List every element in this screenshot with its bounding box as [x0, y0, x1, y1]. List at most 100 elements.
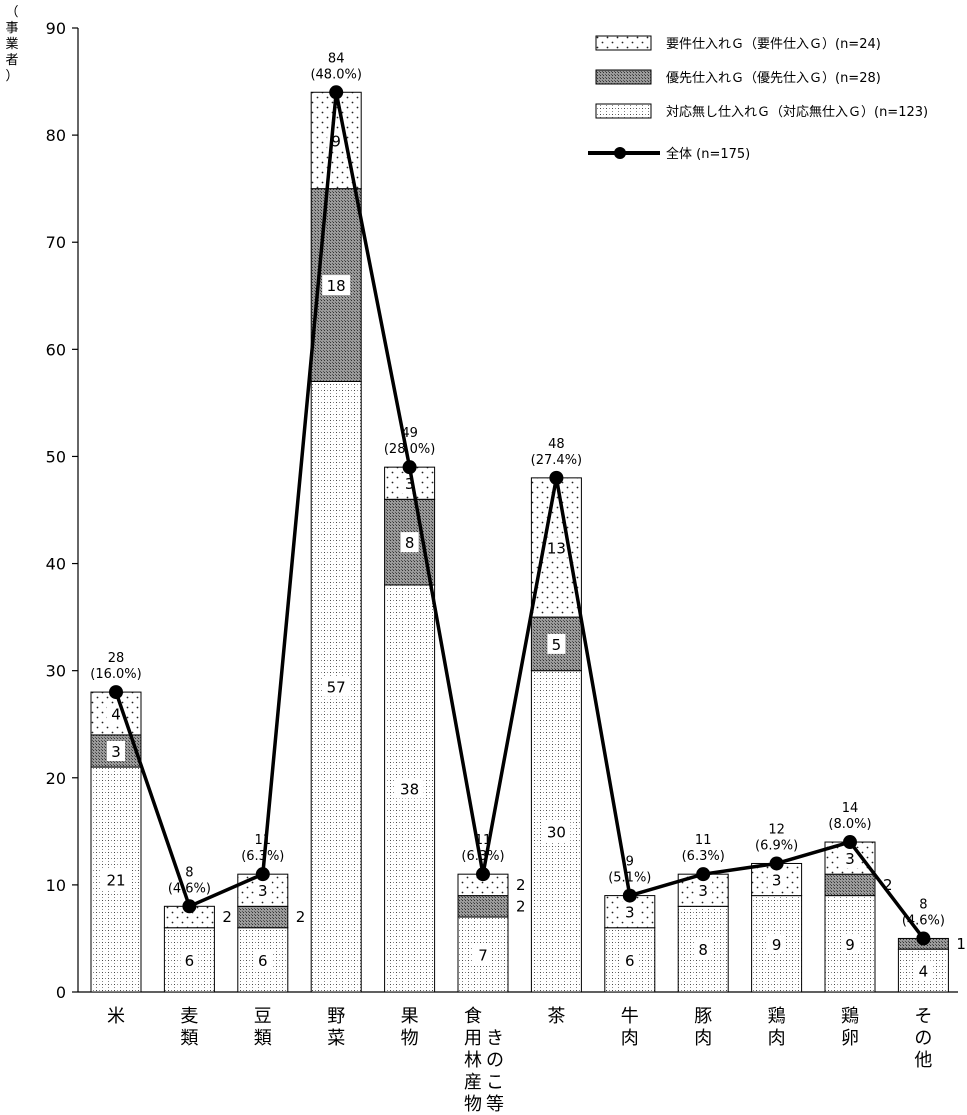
legend-label-grid: 対応無し仕入れＧ（対応無仕入Ｇ）(n=123)	[666, 105, 928, 120]
y-tick-label: 20	[46, 769, 66, 788]
x-tick-label-gyuniku: 肉	[621, 1028, 639, 1049]
y-axis-title: （事業者）	[5, 5, 18, 84]
bar-segment-dark-rinsan	[458, 896, 508, 917]
segment-label-grid-yasai: 57	[327, 679, 346, 697]
total-pct-label-kudamono: (28.0%)	[384, 442, 435, 457]
legend-swatch-dots	[596, 36, 651, 50]
x-tick-label-rinsan: 物	[464, 1094, 482, 1115]
total-count-label-gyuniku: 9	[626, 855, 634, 870]
segment-label-grid-cha: 30	[547, 823, 566, 841]
x-tick-label-keiran: 鶏	[841, 1006, 859, 1027]
x-tick-label-rinsan-2: 等	[486, 1094, 504, 1115]
x-tick-label-rinsan: 食	[464, 1006, 482, 1027]
total-point-gyuniku	[623, 889, 637, 903]
legend-swatch-marker	[614, 147, 626, 159]
total-count-label-mugi: 8	[185, 865, 193, 880]
y-tick-label: 70	[46, 233, 66, 252]
total-pct-label-butaniku: (6.3%)	[682, 849, 725, 864]
y-axis-title-char: ）	[5, 69, 18, 84]
total-point-keiran	[843, 835, 857, 849]
total-pct-label-sonota: (4.6%)	[902, 913, 945, 928]
legend-swatch-grid	[596, 104, 651, 118]
segment-label-grid-mugi: 6	[185, 952, 195, 970]
x-tick-label-mame: 類	[254, 1028, 272, 1049]
y-tick-label: 60	[46, 340, 66, 359]
total-point-kome	[109, 685, 123, 699]
x-tick-labels: 米麦類豆類野菜果物食用林産物きのこ等茶 牛肉豚肉鶏肉鶏卵その他	[107, 1006, 932, 1115]
y-tick-label: 50	[46, 447, 66, 466]
total-count-label-butaniku: 11	[695, 833, 712, 848]
y-tick-label: 30	[46, 662, 66, 681]
total-count-label-kome: 28	[108, 651, 125, 666]
segment-label-dark-sonota: 1	[956, 935, 966, 953]
total-pct-label-yasai: (48.0%)	[310, 67, 361, 82]
total-pct-label-kome: (16.0%)	[90, 667, 141, 682]
x-tick-label-butaniku: 豚	[694, 1006, 712, 1027]
y-tick-label: 10	[46, 876, 66, 895]
total-count-label-mame: 11	[255, 833, 272, 848]
segment-label-grid-rinsan: 7	[478, 947, 488, 965]
total-point-mame	[256, 867, 270, 881]
y-tick-label: 80	[46, 126, 66, 145]
y-axis-title-char: 者	[5, 53, 18, 68]
x-tick-label-rinsan: 林	[464, 1050, 482, 1071]
x-tick-label-cha: 茶	[547, 1006, 565, 1027]
x-tick-label-yasai: 野	[327, 1006, 345, 1027]
total-count-label-yasai: 84	[328, 51, 345, 66]
segment-label-dots-toriniku: 3	[772, 872, 782, 890]
total-point-toriniku	[770, 856, 784, 870]
total-pct-label-toriniku: (6.9%)	[755, 838, 798, 853]
total-pct-label-gyuniku: (5.1%)	[608, 871, 651, 886]
legend-label-dark: 優先仕入れＧ（優先仕入Ｇ）(n=28)	[666, 71, 881, 86]
x-tick-label-mame: 豆	[254, 1006, 272, 1027]
total-count-label-toriniku: 12	[768, 822, 785, 837]
segment-label-dots-keiran: 3	[845, 850, 855, 868]
segment-label-grid-kudamono: 38	[400, 780, 419, 798]
x-tick-label-kome: 米	[107, 1006, 125, 1027]
legend-swatch-dark	[596, 70, 651, 84]
segment-label-dark-rinsan: 2	[516, 897, 526, 915]
x-tick-label-mugi: 類	[180, 1028, 198, 1049]
legend-label-dots: 要件仕入れＧ（要件仕入Ｇ）(n=24)	[666, 37, 881, 52]
total-count-label-rinsan: 11	[475, 833, 492, 848]
total-pct-label-keiran: (8.0%)	[828, 817, 871, 832]
x-tick-label-rinsan-2: き	[486, 1028, 504, 1049]
x-tick-label-yasai: 菜	[327, 1028, 345, 1049]
x-tick-label-toriniku: 肉	[768, 1028, 786, 1049]
total-point-butaniku	[696, 867, 710, 881]
x-tick-label-rinsan-2: の	[486, 1050, 504, 1071]
bar-segment-dark-keiran	[825, 874, 875, 895]
total-line-path	[116, 92, 923, 938]
total-line	[109, 85, 930, 945]
y-axis-title-char: 事	[5, 21, 18, 36]
y-ticks: 0 10 20 30 40 50 60 70 80 90	[46, 19, 78, 1002]
segment-label-dark-mame: 2	[296, 908, 306, 926]
legend-label-line: 全体 (n=175)	[666, 146, 750, 162]
segment-label-dots-gyuniku: 3	[625, 904, 635, 922]
total-count-label-sonota: 8	[919, 897, 927, 912]
total-pct-label-cha: (27.4%)	[531, 453, 582, 468]
x-tick-label-sonota: 他	[914, 1050, 932, 1071]
y-tick-label: 0	[56, 983, 66, 1002]
x-tick-label-kudamono: 果	[401, 1006, 419, 1027]
total-count-label-cha: 48	[548, 437, 565, 452]
legend: 要件仕入れＧ（要件仕入Ｇ）(n=24) 優先仕入れＧ（優先仕入Ｇ）(n=28) …	[588, 36, 928, 162]
x-tick-label-mugi: 麦	[180, 1006, 198, 1027]
x-tick-label-rinsan-2: こ	[486, 1072, 504, 1093]
segment-label-grid-toriniku: 9	[772, 936, 782, 954]
segment-label-dots-mame: 3	[258, 882, 268, 900]
segment-label-dark-yasai: 18	[327, 277, 346, 295]
segment-label-grid-butaniku: 8	[698, 941, 708, 959]
total-pct-label-rinsan: (6.3%)	[461, 849, 504, 864]
segment-label-dark-kome: 3	[111, 743, 121, 761]
y-tick-label: 40	[46, 555, 66, 574]
segment-label-grid-sonota: 4	[919, 963, 929, 981]
x-tick-label-butaniku: 肉	[694, 1028, 712, 1049]
x-tick-label-kudamono: 物	[401, 1028, 419, 1049]
total-point-kudamono	[403, 460, 417, 474]
x-tick-label-keiran: 卵	[841, 1028, 859, 1049]
bar-segment-dark-mame	[238, 906, 288, 927]
segment-label-dots-rinsan: 2	[516, 876, 526, 894]
x-tick-label-gyuniku: 牛	[621, 1006, 639, 1027]
